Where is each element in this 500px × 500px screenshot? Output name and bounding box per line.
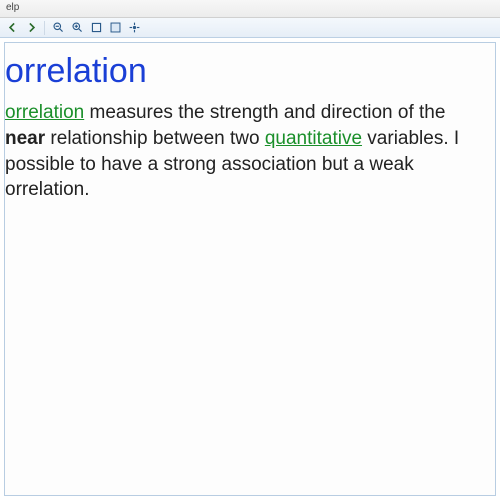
fit-page-icon[interactable] (88, 20, 104, 36)
toolbar-separator (44, 21, 45, 35)
content-frame: orrelation orrelation measures the stren… (4, 42, 496, 496)
menu-help[interactable]: elp (6, 2, 19, 13)
toolbar (0, 18, 500, 38)
body-text: possible to have a strong association bu… (5, 154, 414, 175)
select-box-icon[interactable] (107, 20, 123, 36)
body-text: relationship between two (45, 128, 265, 149)
page-title: orrelation (5, 53, 487, 90)
zoom-in-icon[interactable] (69, 20, 85, 36)
zoom-out-icon[interactable] (50, 20, 66, 36)
app-window: elp orrelation orrelation measures the s… (0, 0, 500, 500)
quantitative-link[interactable]: quantitative (265, 128, 362, 149)
menu-bar: elp (0, 0, 500, 18)
body-paragraph: orrelation measures the strength and dir… (5, 100, 487, 203)
back-icon[interactable] (4, 20, 20, 36)
correlation-link[interactable]: orrelation (5, 102, 84, 123)
pan-icon[interactable] (126, 20, 142, 36)
body-text: orrelation. (5, 179, 90, 200)
forward-icon[interactable] (23, 20, 39, 36)
body-text: variables. I (362, 128, 459, 149)
body-text: measures the strength and direction of t… (84, 102, 445, 123)
bold-text: near (5, 128, 45, 149)
